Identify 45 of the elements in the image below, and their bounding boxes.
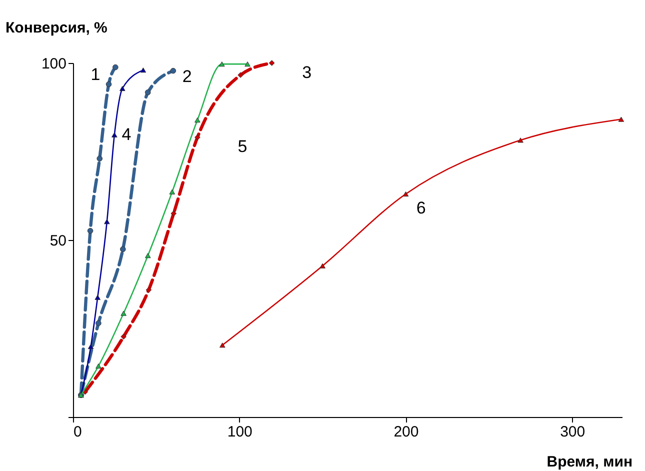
- series-label: 3: [302, 63, 312, 82]
- point: [106, 81, 112, 88]
- point: [104, 219, 110, 224]
- text: 5: [238, 137, 248, 156]
- point: [238, 72, 244, 78]
- x-tick-label: 300: [560, 424, 586, 440]
- point: [402, 191, 409, 197]
- point: [219, 62, 225, 67]
- point: [112, 64, 118, 70]
- point: [244, 62, 250, 67]
- point: [88, 344, 94, 350]
- point: [96, 363, 102, 369]
- point: [144, 89, 151, 96]
- point: [144, 253, 151, 258]
- x-tick-label: 200: [394, 424, 419, 440]
- series-label: 1: [90, 65, 100, 84]
- y-tick-label: 50: [50, 232, 66, 250]
- point: [96, 156, 103, 162]
- point: [169, 189, 176, 194]
- point: [94, 294, 101, 300]
- point: [140, 68, 146, 73]
- x-tick-label: 0: [74, 424, 82, 440]
- point: [112, 132, 118, 138]
- series-label: 4: [122, 124, 132, 144]
- point: [120, 334, 126, 340]
- point: [120, 86, 126, 92]
- point: [96, 320, 102, 326]
- point: [268, 60, 275, 66]
- point: [120, 310, 126, 316]
- point: [194, 117, 200, 123]
- point: [220, 342, 226, 348]
- series-label: 6: [416, 198, 426, 218]
- point: [170, 210, 177, 216]
- series-label: 2: [182, 66, 192, 86]
- x-axis-title: Время, мин: [546, 454, 632, 470]
- point: [170, 68, 176, 74]
- point: [194, 134, 200, 140]
- y-axis-title: Конверсия, %: [6, 20, 108, 36]
- point: [518, 138, 524, 143]
- point: [146, 287, 152, 293]
- point: [618, 116, 624, 122]
- point: [320, 263, 326, 268]
- x-tick-label: 100: [227, 424, 252, 440]
- point: [120, 246, 126, 252]
- point: [87, 228, 94, 234]
